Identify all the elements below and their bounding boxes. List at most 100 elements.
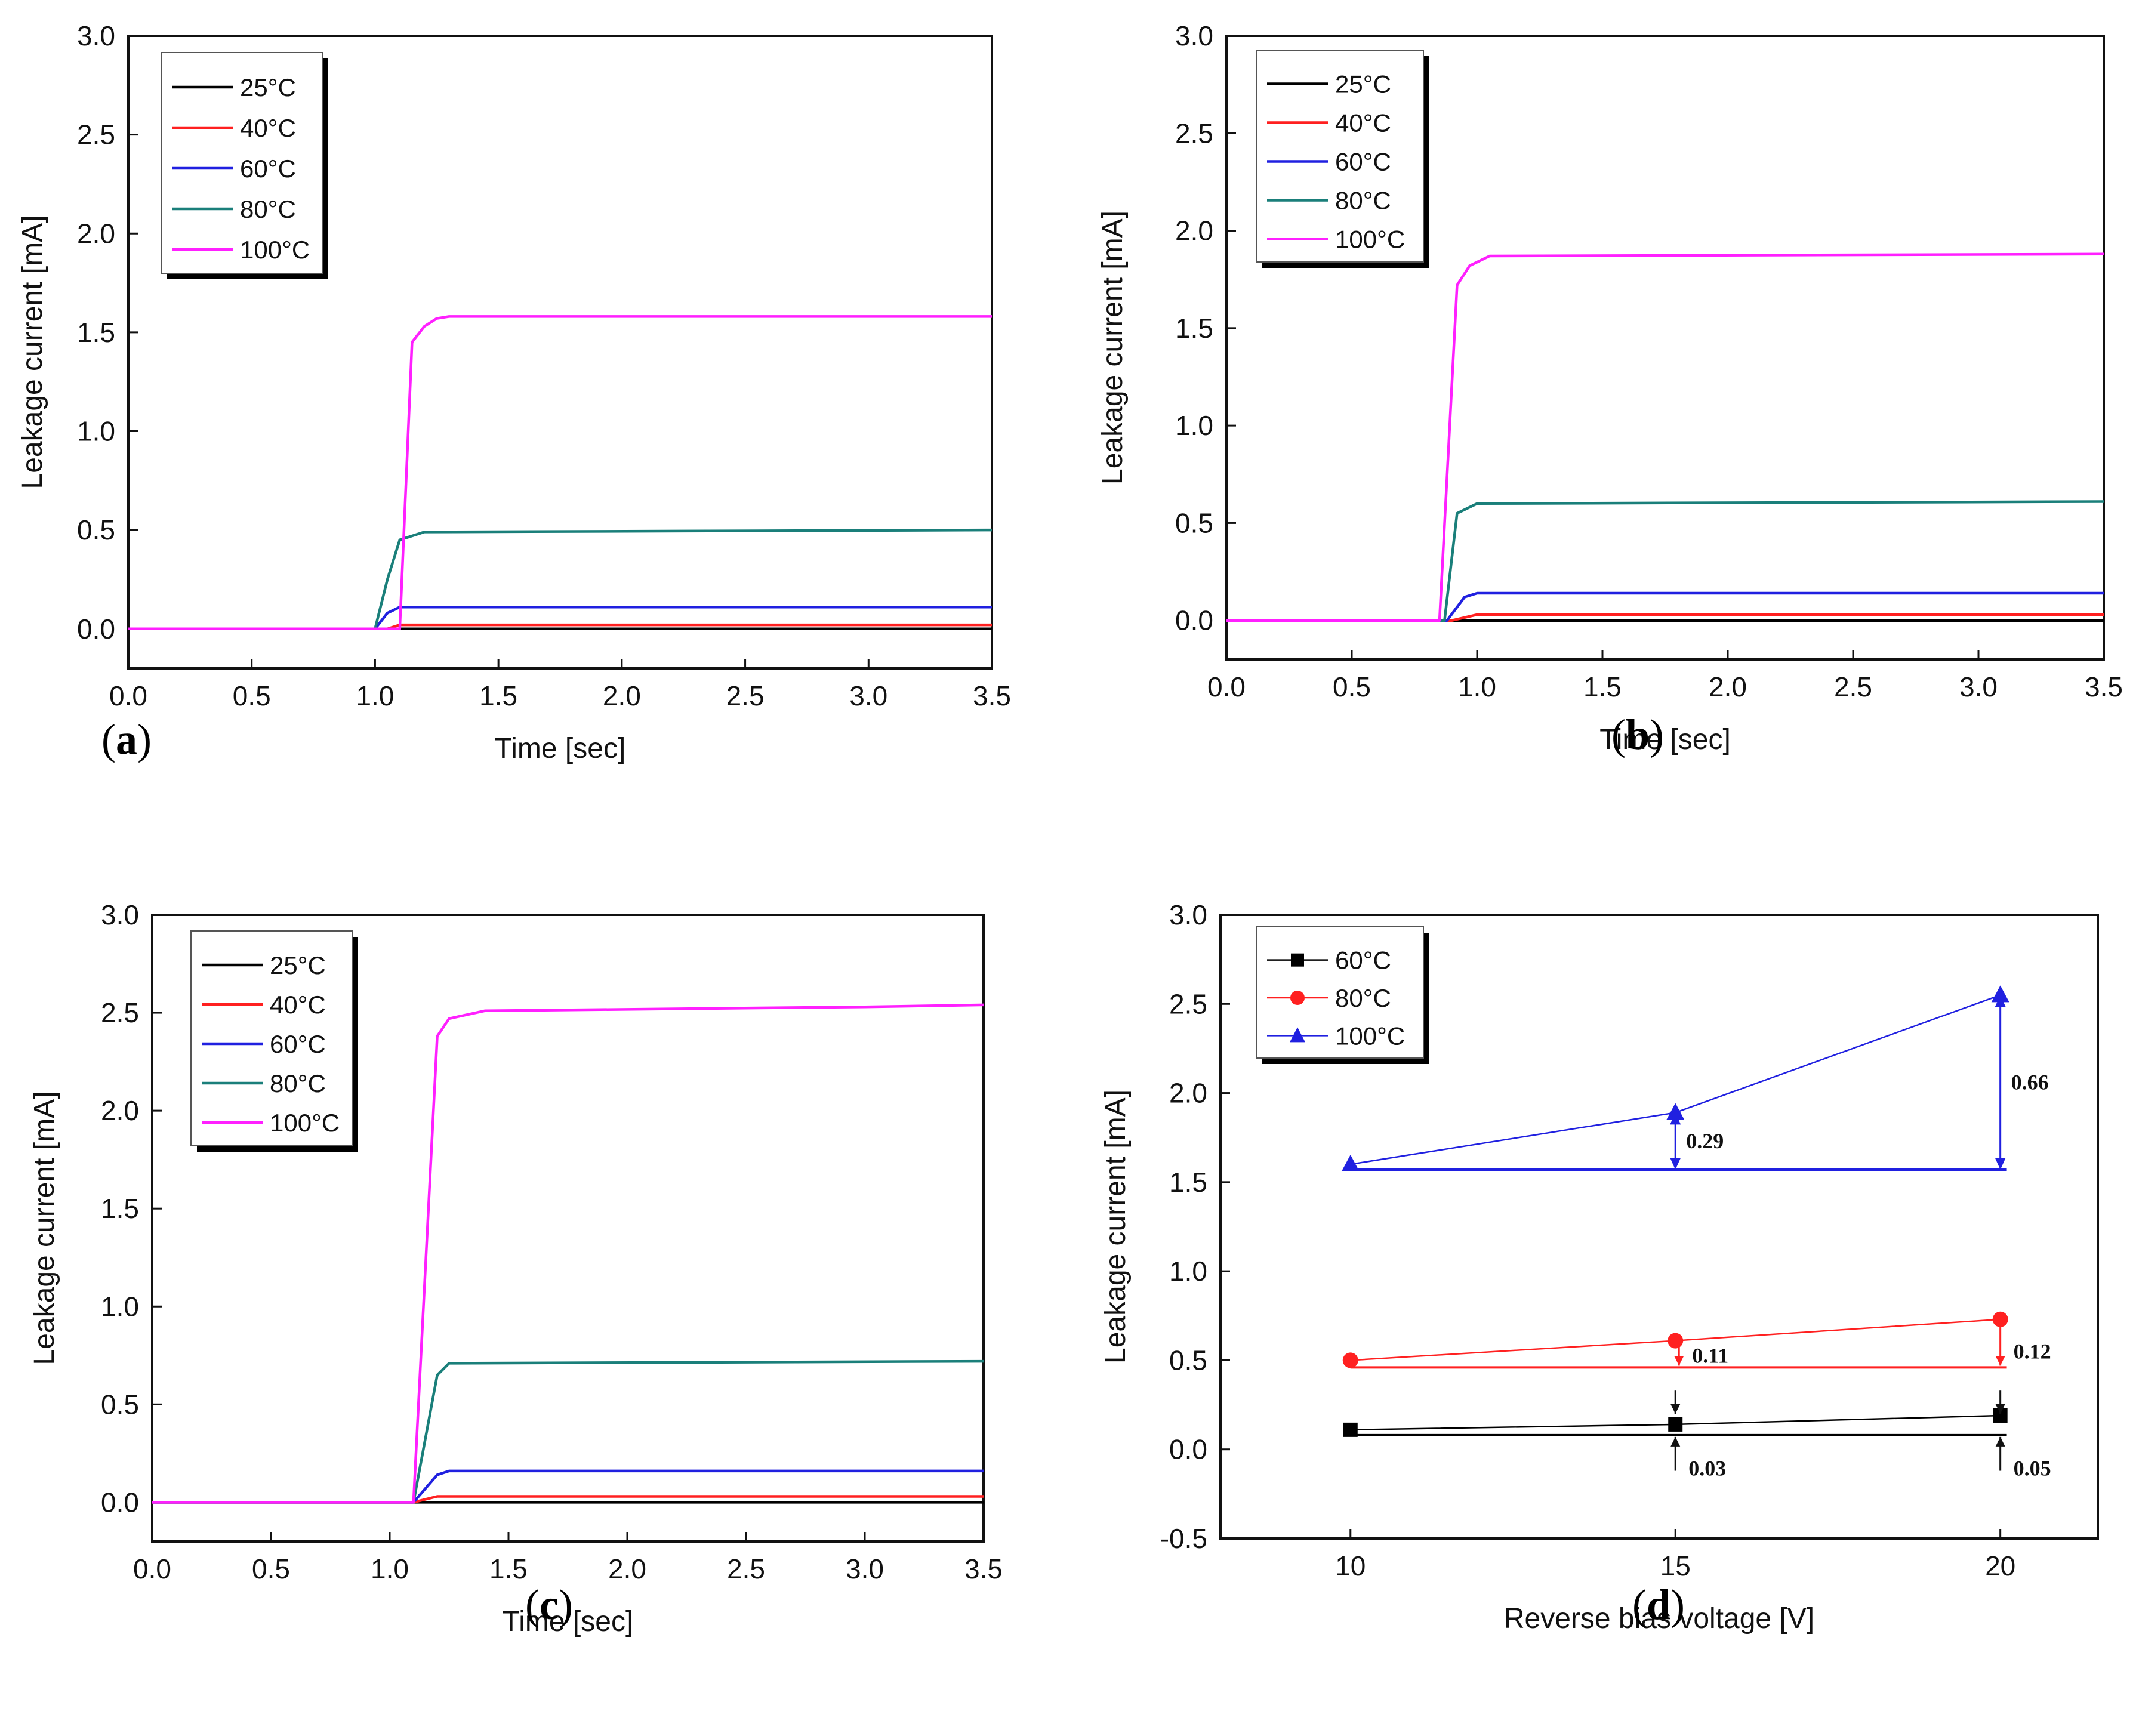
y-axis-label: Leakage current [mA] bbox=[1097, 211, 1129, 485]
y-tick-label: 2.0 bbox=[77, 218, 115, 249]
panel-caption-letter: a bbox=[116, 716, 137, 763]
series-line-2 bbox=[1226, 591, 2104, 622]
legend-label: 100°C bbox=[270, 1109, 340, 1137]
data-point bbox=[1666, 1103, 1685, 1120]
y-tick-label: 0.5 bbox=[101, 1389, 139, 1420]
legend-label: 80°C bbox=[240, 195, 296, 223]
x-tick-label: 1.0 bbox=[371, 1553, 409, 1584]
arrow-head bbox=[1670, 1404, 1681, 1414]
x-tick-label: 3.0 bbox=[849, 680, 887, 711]
series-line-3 bbox=[1226, 500, 2104, 622]
x-tick-label: 0.0 bbox=[133, 1553, 171, 1584]
y-tick-label: 2.5 bbox=[1169, 988, 1207, 1019]
arrow-head bbox=[1995, 1404, 2005, 1414]
legend-box bbox=[1256, 50, 1424, 263]
difference-label: 0.11 bbox=[1692, 1343, 1728, 1367]
legend-marker bbox=[1291, 953, 1304, 967]
legend-label: 60°C bbox=[1335, 946, 1391, 975]
legend-label: 80°C bbox=[270, 1069, 326, 1097]
x-tick-label: 0.0 bbox=[109, 680, 147, 711]
panel-caption: (d) bbox=[1632, 1581, 1685, 1629]
data-point bbox=[1668, 1417, 1683, 1432]
data-point bbox=[1992, 1311, 2008, 1327]
y-tick-label: 3.0 bbox=[77, 20, 115, 51]
x-tick-label: 1.5 bbox=[479, 680, 517, 711]
data-point bbox=[1343, 1422, 1358, 1437]
legend-label: 25°C bbox=[240, 73, 296, 101]
x-tick-label: 2.0 bbox=[1709, 671, 1747, 702]
chart-panel-c: 0.0 0.5 1.0 1.5 2.0 2.5 3.0 3.5 0.0 0.5 1.0 1.5 2.0 2… bbox=[29, 899, 1003, 1638]
data-point bbox=[1341, 1155, 1360, 1171]
x-tick-label: 2.5 bbox=[726, 680, 765, 711]
y-tick-label: 2.5 bbox=[1175, 118, 1213, 149]
arrow-head bbox=[1995, 1436, 2005, 1447]
x-tick-label: 1.0 bbox=[1458, 671, 1496, 702]
y-tick-label: 0.5 bbox=[1175, 507, 1213, 538]
y-tick-label: 1.5 bbox=[77, 317, 115, 348]
panel-caption-letter: d bbox=[1647, 1581, 1670, 1629]
x-tick-label: 1.5 bbox=[1583, 671, 1622, 702]
legend-marker bbox=[1290, 991, 1305, 1005]
legend-label: 25°C bbox=[1335, 70, 1391, 98]
y-tick-label: 2.5 bbox=[77, 119, 115, 150]
legend-label: 100°C bbox=[1335, 226, 1405, 254]
y-tick-label: 2.0 bbox=[1175, 215, 1213, 246]
difference-label: 0.12 bbox=[2014, 1339, 2051, 1363]
legend-box bbox=[161, 52, 323, 274]
x-tick-label: 2.5 bbox=[727, 1553, 765, 1584]
y-tick-label: 2.0 bbox=[101, 1095, 139, 1126]
legend-label: 80°C bbox=[1335, 187, 1391, 215]
y-tick-label: 1.0 bbox=[1175, 410, 1213, 441]
arrow-head bbox=[1670, 1157, 1681, 1170]
legend-label: 40°C bbox=[1335, 109, 1391, 137]
panel-caption-letter: b bbox=[1626, 711, 1650, 758]
x-tick-label: 3.5 bbox=[964, 1553, 1003, 1584]
y-tick-label: 2.0 bbox=[1169, 1078, 1207, 1109]
arrow-head bbox=[1995, 1356, 2005, 1366]
arrow-head bbox=[1995, 1157, 2006, 1170]
x-tick-label: 3.0 bbox=[846, 1553, 884, 1584]
arrow-head bbox=[1670, 1436, 1681, 1447]
y-tick-label: 1.0 bbox=[101, 1291, 139, 1322]
arrow-head bbox=[1995, 995, 2006, 1007]
x-axis-label: Time [sec] bbox=[1599, 724, 1731, 756]
legend-label: 40°C bbox=[240, 114, 296, 142]
x-tick-label: 3.5 bbox=[2085, 671, 2123, 702]
legend-label: 100°C bbox=[1335, 1022, 1405, 1050]
plot-frame bbox=[1225, 35, 2105, 661]
x-tick-label: 0.5 bbox=[1333, 671, 1371, 702]
difference-label: 0.66 bbox=[2011, 1071, 2049, 1094]
y-axis-label: Leakage current [mA] bbox=[29, 1091, 60, 1365]
x-tick-label: 2.5 bbox=[1834, 671, 1872, 702]
x-tick-label: 1.0 bbox=[356, 680, 394, 711]
x-axis-label: Reverse bias voltage [V] bbox=[1504, 1603, 1814, 1635]
x-axis-label: Time [sec] bbox=[503, 1606, 634, 1638]
x-axis-label: Time [sec] bbox=[495, 733, 626, 764]
y-tick-label: -0.5 bbox=[1160, 1523, 1207, 1554]
legend-label: 40°C bbox=[270, 991, 326, 1019]
x-tick-label: 3.0 bbox=[1959, 671, 1998, 702]
y-axis-label: Leakage current [mA] bbox=[1100, 1090, 1132, 1364]
legend-label: 80°C bbox=[1335, 984, 1391, 1012]
series-line-4 bbox=[152, 1003, 984, 1504]
chart-panel-a: 0.0 0.5 1.0 1.5 2.0 2.5 3.0 3.5 0.0 0.5 1.0 1.5 2.0 2… bbox=[17, 20, 1011, 764]
y-tick-label: 1.5 bbox=[1175, 313, 1213, 344]
x-tick-label: 3.5 bbox=[973, 680, 1011, 711]
series-line-3 bbox=[128, 528, 993, 631]
plot-frame bbox=[1219, 914, 2099, 1540]
difference-label: 0.03 bbox=[1688, 1457, 1726, 1481]
chart-panel-d: 10 15 20 -0.5 0.0 0.5 1.0 1.5 2.0 2.5 3.0 Reverse b… bbox=[1100, 899, 2099, 1635]
legend-label: 60°C bbox=[240, 155, 296, 183]
x-tick-label: 20 bbox=[1985, 1550, 2015, 1581]
panel-caption: (c) bbox=[525, 1581, 573, 1629]
legend-label: 25°C bbox=[270, 951, 326, 979]
data-point bbox=[1991, 985, 2009, 1003]
x-tick-label: 1.5 bbox=[489, 1553, 528, 1584]
y-tick-label: 0.5 bbox=[1169, 1345, 1207, 1376]
arrow-head bbox=[1674, 1356, 1684, 1366]
y-tick-label: 0.0 bbox=[101, 1487, 139, 1518]
x-tick-label: 0.5 bbox=[233, 680, 271, 711]
x-tick-label: 10 bbox=[1335, 1550, 1366, 1581]
legend-marker bbox=[1290, 1027, 1305, 1043]
